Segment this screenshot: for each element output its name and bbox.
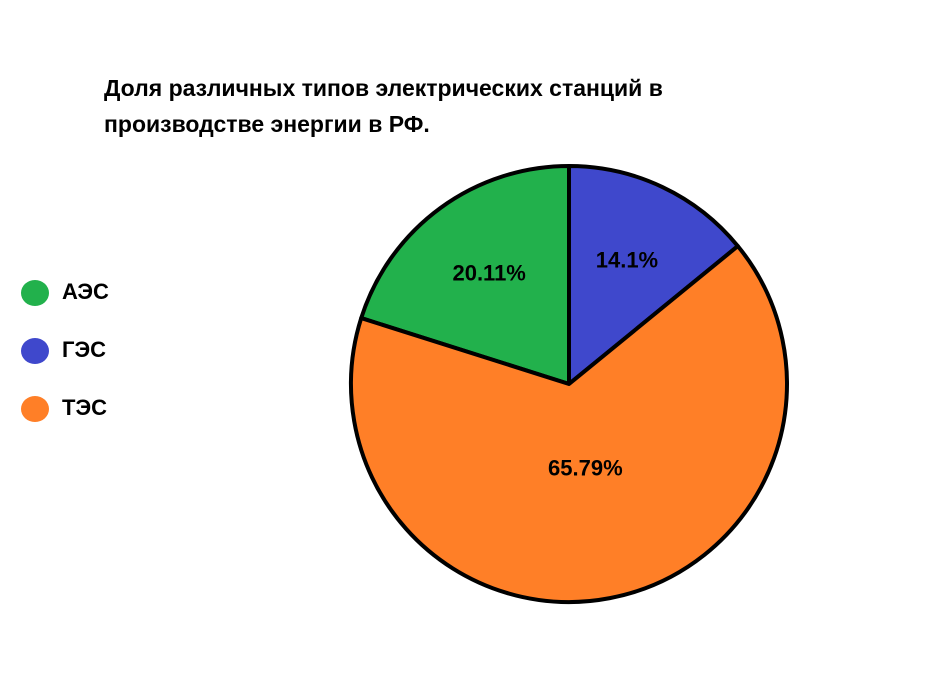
chart-title: Доля различных типов электрических станц… bbox=[104, 75, 663, 137]
legend-label: ГЭС bbox=[62, 337, 106, 362]
pie-slice bbox=[359, 164, 571, 386]
legend-marker bbox=[21, 338, 49, 364]
legend-marker bbox=[21, 280, 49, 306]
data-label: 14.1% bbox=[596, 248, 658, 273]
data-label: 65.79% bbox=[548, 455, 623, 480]
legend-label: ТЭС bbox=[62, 395, 107, 420]
data-label: 20.11% bbox=[452, 261, 525, 286]
legend-marker bbox=[21, 396, 49, 422]
pie-slice bbox=[567, 164, 740, 386]
pie-slice bbox=[349, 244, 789, 604]
legend-label: АЭС bbox=[62, 279, 109, 304]
